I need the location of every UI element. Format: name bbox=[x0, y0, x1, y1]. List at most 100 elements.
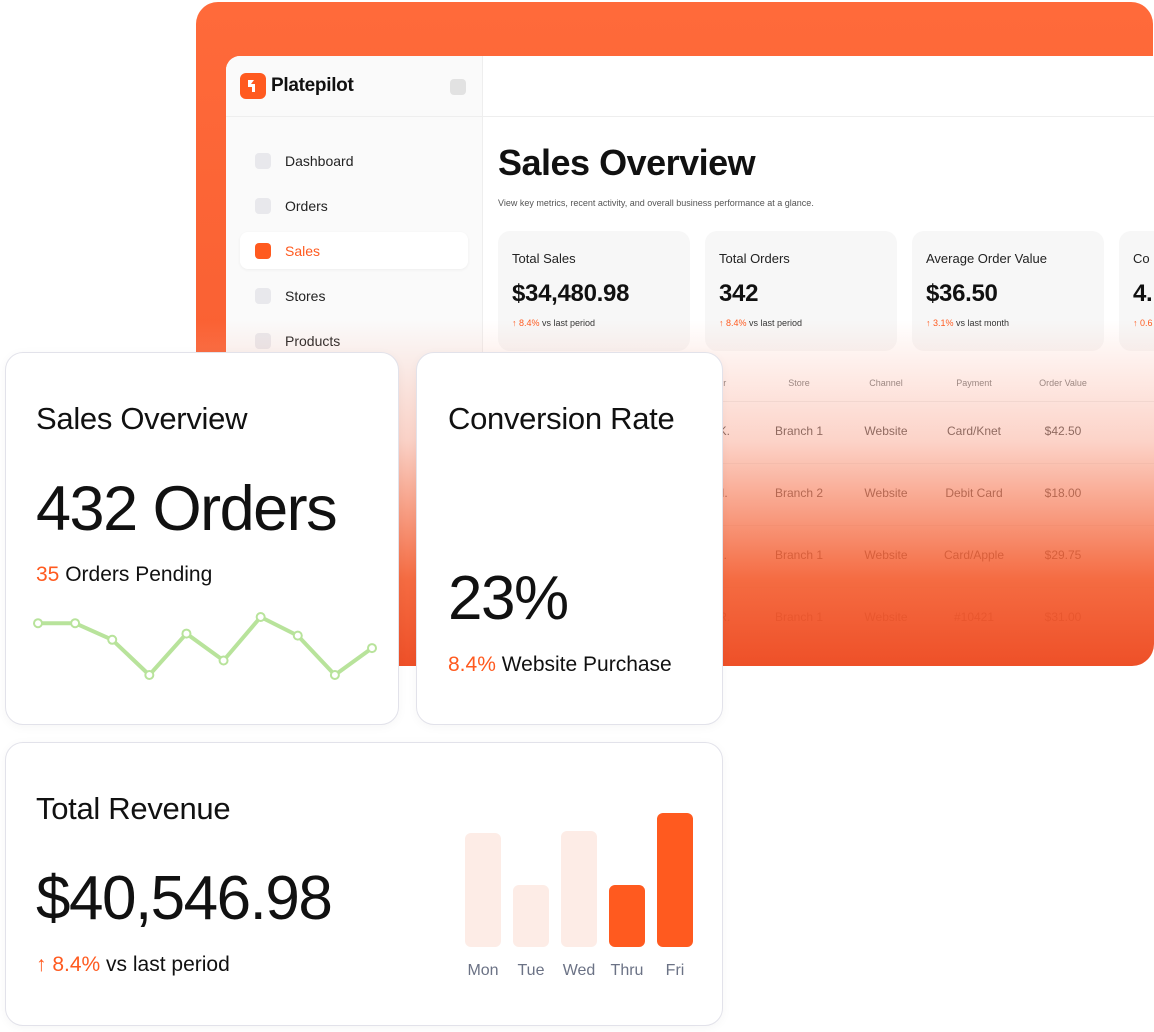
bar-day-label: Thru bbox=[611, 962, 644, 979]
sparkline-point bbox=[144, 670, 155, 680]
kpi-delta: ↑ 8.4% vs last period bbox=[512, 318, 676, 328]
brand-header: Platepilot bbox=[226, 56, 482, 117]
kpi-value: $36.50 bbox=[926, 280, 998, 307]
sidebar-nav: Dashboard Orders Sales Stores Products bbox=[226, 117, 482, 359]
table-cell: $42.50 bbox=[1044, 424, 1082, 438]
delta-percent: ↑ 8.4% bbox=[36, 953, 101, 976]
kpi-label: Co bbox=[1133, 251, 1150, 266]
kpi-label: Total Orders bbox=[719, 251, 790, 266]
column-header[interactable]: Payment bbox=[956, 378, 992, 388]
page-title: Sales Overview bbox=[498, 142, 756, 183]
sidebar-item-orders[interactable]: Orders bbox=[240, 187, 468, 224]
sparkline-point bbox=[292, 630, 303, 641]
pending-count: 35 bbox=[36, 563, 60, 586]
kpi-delta-percent: ↑ 3.1% bbox=[926, 318, 954, 328]
sidebar-toggle-icon[interactable] bbox=[450, 79, 466, 95]
table-cell: Branch 2 bbox=[774, 486, 824, 500]
table-cell: Card/Apple bbox=[943, 548, 1005, 562]
pending-label: Orders Pending bbox=[59, 563, 213, 586]
column-header[interactable]: Channel bbox=[869, 378, 903, 388]
kpi-delta-percent: ↑ 8.4% bbox=[719, 318, 747, 328]
sparkline-point bbox=[218, 655, 229, 666]
sales-overview-card: Sales Overview 432 Orders 35 Orders Pend… bbox=[5, 352, 399, 725]
bar-day-label: Fri bbox=[666, 962, 685, 979]
sparkline-point bbox=[70, 618, 81, 629]
total-revenue-card: Total Revenue $40,546.98 ↑ 8.4% vs last … bbox=[5, 742, 723, 1026]
kpi-card: Total Orders 342 ↑ 8.4% vs last period bbox=[705, 231, 897, 351]
sidebar-item-label: Stores bbox=[285, 287, 326, 304]
conversion-rate-card: Conversion Rate 23% 8.4% Website Purchas… bbox=[416, 352, 723, 725]
products-icon bbox=[255, 332, 271, 349]
kpi-label: Total Sales bbox=[512, 251, 576, 266]
kpi-label: Average Order Value bbox=[926, 251, 1047, 266]
sparkline-point bbox=[255, 612, 266, 622]
kpi-delta-percent: ↑ 8.4% bbox=[512, 318, 540, 328]
revenue-bar bbox=[609, 885, 645, 947]
kpi-delta-label: vs last period bbox=[542, 318, 596, 328]
card-title: Total Revenue bbox=[36, 791, 231, 826]
bar-chart-icon bbox=[255, 242, 271, 259]
table-cell: Branch 1 bbox=[774, 610, 824, 624]
sidebar-item-label: Products bbox=[285, 332, 341, 349]
table-cell: $18.00 bbox=[1044, 486, 1082, 500]
table-cell: Branch 1 bbox=[774, 548, 824, 562]
orders-sparkline bbox=[33, 612, 377, 680]
sparkline-line bbox=[38, 615, 374, 677]
bar-day-label: Wed bbox=[563, 962, 596, 979]
table-cell: Website bbox=[864, 486, 908, 500]
sidebar-item-label: Sales bbox=[285, 242, 321, 259]
top-bar bbox=[483, 56, 1154, 117]
table-cell: Website bbox=[864, 548, 908, 562]
table-cell: Branch 1 bbox=[774, 424, 824, 438]
delta-label: vs last period bbox=[100, 953, 230, 976]
card-title: Sales Overview bbox=[36, 401, 248, 436]
platepilot-logo-icon bbox=[240, 73, 266, 99]
revenue-bar bbox=[561, 831, 597, 947]
sidebar-item-sales[interactable]: Sales bbox=[240, 232, 468, 269]
table-header: omerStoreChannelPaymentOrder Value bbox=[701, 372, 1154, 404]
sidebar-item-dashboard[interactable]: Dashboard bbox=[240, 142, 468, 179]
delta-label: Website Purchase bbox=[495, 653, 672, 676]
kpi-value: $34,480.98 bbox=[512, 280, 630, 307]
sidebar-item-label: Dashboard bbox=[285, 152, 354, 169]
revenue-bar bbox=[465, 833, 501, 947]
table-cell: Website bbox=[864, 610, 908, 624]
sidebar-item-label: Orders bbox=[285, 197, 328, 214]
sidebar-item-stores[interactable]: Stores bbox=[240, 277, 468, 314]
revenue-delta: ↑ 8.4% vs last period bbox=[36, 953, 230, 977]
delta-percent: 8.4% bbox=[448, 653, 496, 676]
pending-orders: 35 Orders Pending bbox=[36, 563, 212, 587]
home-icon bbox=[255, 152, 271, 169]
kpi-delta: ↑ 8.4% vs last period bbox=[719, 318, 883, 328]
kpi-card: Average Order Value $36.50 ↑ 3.1% vs last … bbox=[912, 231, 1104, 351]
sparkline-point bbox=[107, 634, 118, 645]
kpi-delta: ↑ 0.6 bbox=[1133, 318, 1154, 328]
revenue-bar bbox=[657, 813, 693, 947]
kpi-card: Total Sales $34,480.98 ↑ 8.4% vs last peri… bbox=[498, 231, 690, 351]
kpi-value: 342 bbox=[719, 280, 759, 307]
kpi-delta-percent: ↑ 0.6 bbox=[1133, 318, 1153, 328]
kpi-card: Co 4. ↑ 0.6 bbox=[1119, 231, 1154, 351]
table-cell: Website bbox=[864, 424, 908, 438]
brand-name: Platepilot bbox=[271, 75, 354, 96]
orders-count: 432 Orders bbox=[36, 474, 338, 544]
sparkline-point bbox=[181, 628, 192, 639]
orders-icon bbox=[255, 197, 271, 214]
table-cell: $31.00 bbox=[1044, 610, 1082, 624]
kpi-delta-label: vs last month bbox=[956, 318, 1010, 328]
bar-day-label: Tue bbox=[518, 962, 545, 979]
sparkline-point bbox=[33, 618, 43, 629]
table-cell: Card/Knet bbox=[946, 424, 1002, 438]
kpi-value: 4. bbox=[1133, 280, 1153, 307]
table-cell: Debit Card bbox=[945, 486, 1003, 500]
table-cell: $29.75 bbox=[1044, 548, 1082, 562]
conversion-delta: 8.4% Website Purchase bbox=[448, 653, 672, 677]
sparkline-point bbox=[329, 670, 340, 680]
column-header[interactable]: Store bbox=[788, 378, 810, 388]
sparkline-point bbox=[367, 643, 377, 654]
column-header[interactable]: Order Value bbox=[1039, 378, 1087, 388]
